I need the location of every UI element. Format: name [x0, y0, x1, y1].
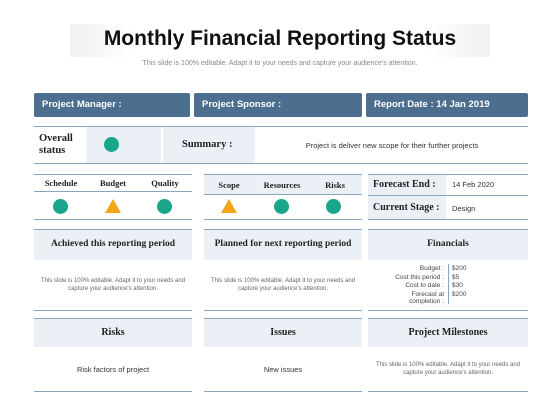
issues-header-shade: [204, 319, 362, 347]
budget-fin-value: $200: [452, 265, 467, 272]
summary-box: [162, 126, 528, 164]
forecast-value: 14 Feb 2020: [452, 180, 495, 189]
milestones-title: Project Milestones: [408, 327, 488, 338]
financials-labels: Budget : Cost this period : Cost to date…: [384, 265, 444, 306]
forecast-stage-box: [368, 174, 528, 220]
overall-status-box: [34, 126, 162, 164]
milestones-text: This slide is 100% editable. Adapt it to…: [375, 362, 521, 376]
summary-text: Project is deliver new scope for their f…: [305, 141, 479, 150]
planned-header-shade: [204, 230, 362, 260]
risks-title: Risks: [101, 327, 125, 338]
forecast-stage-divider: [368, 195, 528, 196]
overall-label-line1: Overall: [39, 133, 73, 144]
achieved-header-shade: [34, 230, 192, 260]
achieved-title: Achieved this reporting period: [50, 239, 176, 249]
forecast-completion-label: Forecast at completion :: [408, 290, 444, 306]
planned-section: [204, 229, 362, 311]
report-date-bar: Report Date : 14 Jan 2019: [366, 93, 528, 117]
financials-divider: [448, 264, 449, 304]
budget-fin-label: Budget :: [419, 265, 444, 272]
risks-green-circle: [326, 199, 341, 214]
quality-label: Quality: [151, 178, 179, 188]
risks-section: [34, 318, 192, 392]
overall-status-green-circle: [104, 137, 119, 152]
stage-label-cell: [368, 196, 446, 219]
quality-green-circle: [157, 199, 172, 214]
status-group-2-header-shade: [204, 175, 362, 194]
budget-amber-triangle: [105, 199, 121, 213]
planned-text: This slide is 100% editable. Adapt it to…: [210, 278, 356, 292]
stage-value: Design: [452, 204, 476, 213]
overall-indicator-cell: [86, 127, 161, 163]
risks-header-shade: [34, 319, 192, 347]
financials-section: [368, 229, 528, 311]
schedule-label: Schedule: [44, 178, 78, 188]
risks-status-label: Risks: [325, 180, 345, 190]
scope-amber-triangle: [221, 199, 237, 213]
project-sponsor-bar: Project Sponsor :: [194, 93, 362, 117]
issues-title: Issues: [270, 327, 296, 338]
summary-label: Summary :: [182, 139, 233, 150]
status-group-1-divider: [34, 191, 192, 192]
milestones-header-shade: [368, 319, 528, 347]
resources-green-circle: [274, 199, 289, 214]
financials-values: $200 $5 $30 $200: [452, 265, 492, 299]
achieved-section: [34, 229, 192, 311]
project-manager-bar: Project Manager :: [34, 93, 190, 117]
page-subtitle: This slide is 100% editable. Adapt it to…: [142, 60, 418, 67]
financials-header-shade: [368, 230, 528, 260]
title-band: [70, 24, 490, 57]
planned-title: Planned for next reporting period: [214, 239, 352, 249]
cost-date-label: Cost to date :: [405, 282, 444, 289]
overall-label-line2: status: [39, 145, 66, 156]
status-group-1: [34, 174, 192, 220]
issues-section: [204, 318, 362, 392]
cost-period-label: Cost this period :: [395, 273, 444, 281]
milestones-section: [368, 318, 528, 392]
cost-date-value: $30: [452, 282, 463, 289]
forecast-label: Forecast End :: [373, 179, 436, 190]
financials-title: Financials: [427, 239, 469, 249]
achieved-text: This slide is 100% editable. Adapt it to…: [40, 278, 186, 292]
page-title: Monthly Financial Reporting Status: [103, 27, 457, 50]
scope-label: Scope: [218, 180, 240, 190]
overall-status-label: Overall status: [39, 133, 73, 157]
resources-label: Resources: [263, 180, 301, 190]
stage-label: Current Stage :: [373, 202, 440, 213]
status-group-2-divider: [204, 194, 362, 195]
issues-text: New issues: [263, 365, 303, 374]
overall-label-cell: [35, 127, 85, 163]
forecast-completion-value: $200: [452, 290, 467, 298]
forecast-label-cell: [368, 175, 446, 195]
schedule-green-circle: [53, 199, 68, 214]
status-group-2: [204, 174, 362, 220]
budget-label: Budget: [100, 178, 126, 188]
summary-label-cell: [163, 127, 255, 163]
risks-text: Risk factors of project: [76, 365, 150, 374]
cost-period-value: $5: [452, 273, 460, 281]
